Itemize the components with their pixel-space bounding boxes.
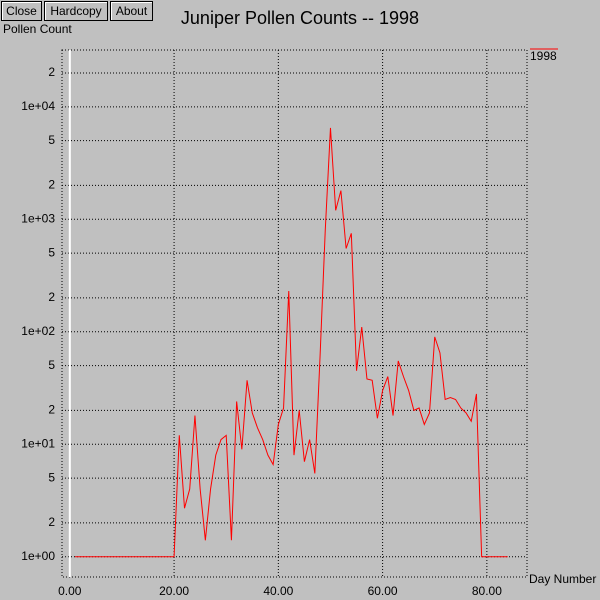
y-tick-label: 1e+04 — [21, 99, 55, 113]
x-tick-label: 20.00 — [159, 584, 189, 598]
x-tick-label: 60.00 — [368, 584, 398, 598]
x-tick-label: 40.00 — [263, 584, 293, 598]
y-tick-label: 1e+03 — [21, 211, 55, 225]
y-tick-label: 2 — [48, 515, 55, 529]
y-tick-label: 2 — [48, 65, 55, 79]
y-tick-label: 2 — [48, 178, 55, 192]
y-tick-label: 2 — [48, 290, 55, 304]
y-tick-label: 1e+01 — [21, 436, 55, 450]
x-tick-label: 80.00 — [472, 584, 502, 598]
legend-label: 1998 — [530, 49, 557, 63]
plot-frame — [61, 49, 528, 578]
y-tick-label: 5 — [48, 470, 55, 484]
y-tick-label: 5 — [48, 133, 55, 147]
hardcopy-button[interactable]: Hardcopy — [44, 1, 108, 21]
y-tick-label: 2 — [48, 403, 55, 417]
chart-title: Juniper Pollen Counts -- 1998 — [181, 8, 419, 28]
y-tick-label: 5 — [48, 245, 55, 259]
about-button[interactable]: About — [110, 1, 153, 21]
y-tick-label: 1e+00 — [21, 549, 55, 563]
y-axis-label: Pollen Count — [3, 22, 72, 36]
y-tick-label: 5 — [48, 358, 55, 372]
y-tick-label: 1e+02 — [21, 324, 55, 338]
data-line — [75, 127, 508, 558]
x-tick-label: 0.00 — [58, 584, 82, 598]
close-button[interactable]: Close — [1, 1, 42, 21]
x-axis-label: Day Number — [529, 572, 596, 586]
